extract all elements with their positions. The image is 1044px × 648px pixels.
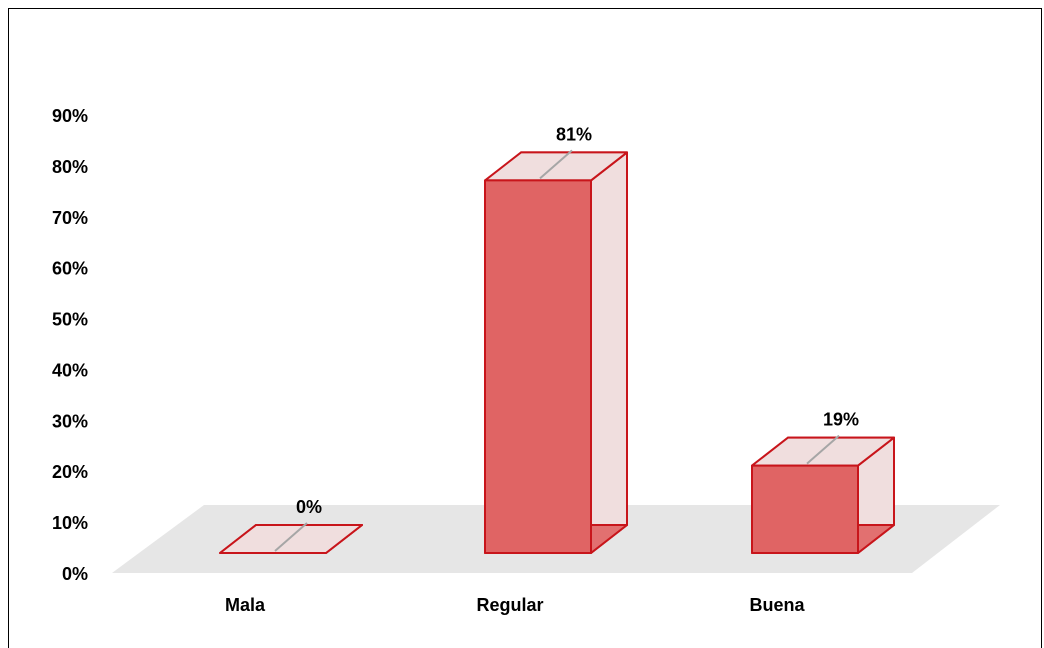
leader-line: [274, 522, 308, 552]
y-tick-label: 10%: [52, 513, 88, 533]
bars: [219, 151, 895, 555]
bar-regular: [484, 151, 628, 554]
x-axis: Mala Regular Buena: [225, 595, 806, 615]
x-tick-label: Mala: [225, 595, 266, 615]
bar-mala: [219, 524, 363, 554]
bar-buena: [751, 436, 895, 555]
bar-front-face: [484, 179, 592, 554]
y-tick-label: 80%: [52, 157, 88, 177]
data-label: 81%: [556, 124, 592, 144]
x-tick-label: Buena: [749, 595, 805, 615]
data-label: 0%: [296, 497, 322, 517]
y-tick-label: 90%: [52, 106, 88, 126]
bar-side-face: [590, 151, 628, 554]
y-tick-label: 60%: [52, 259, 88, 279]
data-labels: 0% 81% 19%: [274, 124, 859, 552]
bar-chart: 0% 10% 20% 30% 40% 50% 60% 70% 80% 90% Mala Regula…: [52, 106, 1000, 615]
data-label: 19%: [823, 410, 859, 430]
bar-top-face: [219, 524, 363, 554]
y-tick-label: 50%: [52, 310, 88, 330]
x-tick-label: Regular: [476, 595, 543, 615]
y-tick-label: 0%: [62, 564, 88, 584]
y-tick-label: 40%: [52, 360, 88, 380]
y-tick-label: 70%: [52, 208, 88, 228]
leader-line: [806, 434, 840, 465]
y-axis: 0% 10% 20% 30% 40% 50% 60% 70% 80% 90%: [52, 106, 88, 584]
leader-line: [539, 149, 573, 180]
y-tick-label: 20%: [52, 462, 88, 482]
y-tick-label: 30%: [52, 411, 88, 431]
bar-front-face: [751, 464, 859, 555]
